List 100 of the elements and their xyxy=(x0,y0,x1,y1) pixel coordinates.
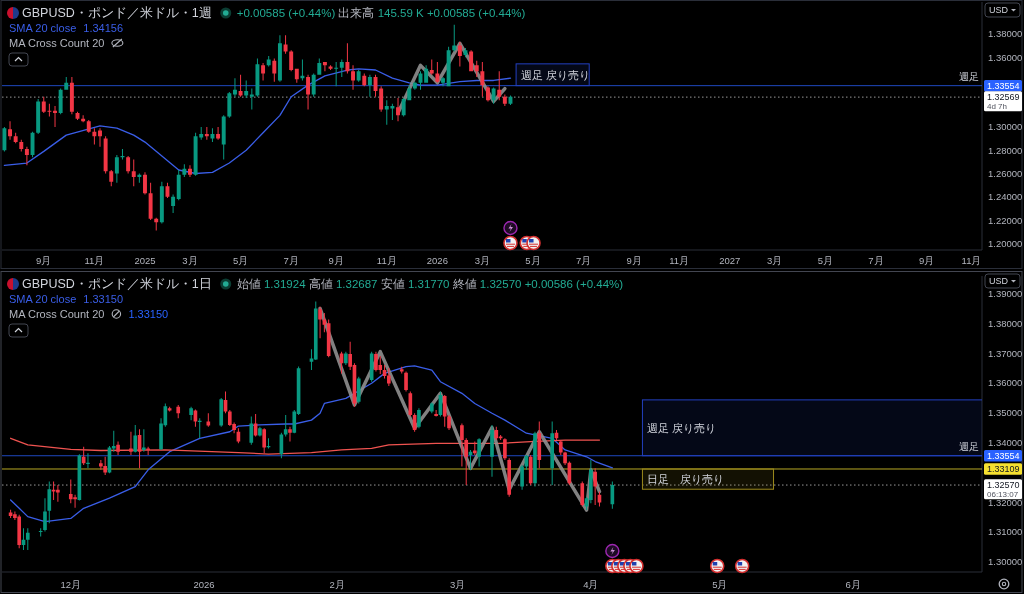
x-tick-label: 11月 xyxy=(961,254,982,266)
text: 4d 7h xyxy=(987,101,1008,111)
x-tick-label: 11月 xyxy=(84,254,105,266)
candlestick xyxy=(261,63,266,81)
annotation: 週足 xyxy=(959,70,980,82)
candlestick xyxy=(244,80,249,98)
line-series xyxy=(3,68,512,175)
x-tick-label: 5月 xyxy=(525,254,541,266)
x-tick-label: 2026 xyxy=(193,578,215,590)
candlestick xyxy=(98,128,102,147)
text: USD xyxy=(989,276,1009,286)
x-tick-label: 12月 xyxy=(60,578,82,590)
candlestick xyxy=(142,429,146,452)
x-tick-label: 5月 xyxy=(817,254,834,266)
line-series xyxy=(9,437,601,455)
x-tick-label: 3月 xyxy=(182,254,198,266)
candlestick xyxy=(238,74,243,97)
candlestick xyxy=(216,126,221,140)
y-tick-label: 1.36000 xyxy=(988,51,1023,63)
text: USD xyxy=(989,5,1009,15)
annotation: 週足 xyxy=(959,440,980,452)
line-series xyxy=(9,365,613,523)
y-tick-label: 1.38000 xyxy=(988,28,1023,40)
candlestick xyxy=(197,418,202,439)
ref-line-label: 1.33554 xyxy=(987,80,1020,91)
y-tick-label: 1.38000 xyxy=(988,317,1023,329)
chart-subtitle: +0.00585 (+0.44%) 出来高 145.59 K +0.00585 (+0.44%) xyxy=(236,6,526,19)
candlestick xyxy=(399,366,404,374)
candlestick xyxy=(283,415,288,437)
ref-line-label: 1.33109 xyxy=(987,464,1020,474)
ref-line-label: 1.32570 xyxy=(987,480,1020,491)
candlestick xyxy=(53,106,57,127)
annotation: MA Cross Count 20 xyxy=(9,308,105,320)
candlestick xyxy=(47,481,52,524)
y-tick-label: 1.35000 xyxy=(988,407,1023,419)
x-tick-label: 11月 xyxy=(669,254,690,266)
candlestick xyxy=(86,453,90,469)
candlestick xyxy=(146,446,150,455)
x-tick-label: 3月 xyxy=(767,254,783,266)
candlestick xyxy=(434,410,438,417)
annotation: 1.34156 xyxy=(83,22,124,34)
text: 始値 1.31924 高値 1.32687 安値 1.31770 終値 1.32570 +0.00586 (+0.44%) xyxy=(236,278,624,290)
candlestick xyxy=(111,430,116,452)
text: SMA 20 close xyxy=(9,22,77,34)
ref-line-label: 1.33554 xyxy=(987,450,1020,461)
band-label: 週足 戻り売り xyxy=(521,68,591,81)
x-tick-label: 2026 xyxy=(426,254,448,266)
y-tick-label: 1.34000 xyxy=(988,436,1023,448)
x-tick-label: 2025 xyxy=(134,254,156,266)
y-tick-label: 1.24000 xyxy=(988,191,1023,203)
candlestick xyxy=(429,59,434,75)
text: 06:13:07 xyxy=(987,489,1019,499)
candlestick xyxy=(378,356,383,374)
candlestick xyxy=(210,128,215,143)
y-tick-label: 1.22000 xyxy=(988,214,1023,226)
y-tick-label: 1.30000 xyxy=(988,556,1023,568)
y-tick-label: 1.36000 xyxy=(988,377,1023,389)
x-tick-label: 6月 xyxy=(845,578,861,590)
x-tick-label: 9月 xyxy=(918,254,935,266)
candlestick xyxy=(460,423,464,467)
text: SMA 20 close xyxy=(9,293,77,305)
chart-title: GBPUSD・ポンド／米ドル・1週 xyxy=(22,6,212,20)
x-tick-label: 7月 xyxy=(283,254,299,266)
x-tick-label: 7月 xyxy=(868,254,884,266)
x-tick-label: 5月 xyxy=(712,578,728,590)
candlestick xyxy=(593,468,597,505)
candlestick xyxy=(25,528,30,550)
annotation: 1.33150 xyxy=(128,308,169,320)
x-tick-label: 9月 xyxy=(626,254,642,266)
y-tick-label: 1.39000 xyxy=(988,288,1023,300)
candlestick xyxy=(387,368,391,386)
x-tick-label: 5月 xyxy=(232,254,249,266)
x-tick-label: 3月 xyxy=(449,578,466,590)
chart-title: GBPUSD・ポンド／米ドル・1日 xyxy=(22,277,212,291)
annotation: 1.33150 xyxy=(83,293,124,305)
y-tick-label: 1.20000 xyxy=(988,237,1023,249)
band-label: 週足 戻り売り xyxy=(647,421,717,434)
y-tick-label: 1.30000 xyxy=(988,121,1023,133)
y-tick-label: 1.31000 xyxy=(988,526,1023,538)
x-tick-label: 4月 xyxy=(583,578,599,590)
candlestick xyxy=(288,426,292,442)
candlestick xyxy=(258,426,262,437)
candlestick xyxy=(477,438,481,467)
annotation: MA Cross Count 20 xyxy=(9,37,105,49)
candlestick xyxy=(334,61,339,87)
y-tick-label: 1.32000 xyxy=(988,496,1023,508)
band-label: 日足 戻り売り xyxy=(647,473,725,486)
candlestick xyxy=(262,428,267,454)
x-tick-label: 7月 xyxy=(575,254,592,266)
candlestick xyxy=(68,479,73,504)
x-tick-label: 9月 xyxy=(36,254,52,266)
ref-line-label: 1.32569 xyxy=(987,92,1020,103)
candlestick xyxy=(129,431,133,455)
candlestick xyxy=(51,481,56,500)
y-tick-label: 1.28000 xyxy=(988,144,1023,156)
x-tick-label: 2月 xyxy=(329,578,345,590)
candlestick xyxy=(464,438,469,486)
candlestick xyxy=(103,456,107,475)
y-tick-label: 1.37000 xyxy=(988,347,1023,359)
x-tick-label: 11月 xyxy=(376,254,397,266)
